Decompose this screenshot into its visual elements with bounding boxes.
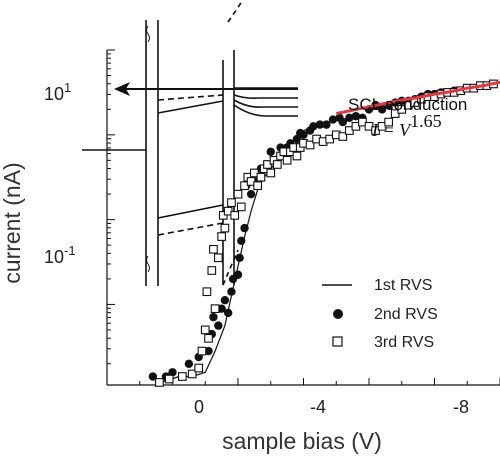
- y-tick-label-10-minus-1: 10-1: [44, 243, 76, 267]
- data-point-3rd-rvs: [155, 378, 164, 387]
- legend-label-2nd-rvs: 2nd RVS: [374, 306, 438, 323]
- y-tick-base: 10: [44, 84, 64, 104]
- y-tick-label-10-1: 101: [44, 80, 71, 104]
- data-point-3rd-rvs: [187, 369, 197, 379]
- data-point-2nd-rvs: [328, 115, 338, 124]
- data-point-2nd-rvs: [299, 130, 308, 140]
- data-point-2nd-rvs: [377, 105, 387, 114]
- data-point-2nd-rvs: [217, 304, 226, 313]
- data-point-2nd-rvs: [223, 308, 233, 318]
- y-axis-label: current (nA): [0, 162, 25, 283]
- data-point-2nd-rvs: [315, 120, 325, 129]
- data-point-2nd-rvs: [209, 312, 218, 322]
- data-point-3rd-rvs: [214, 253, 223, 263]
- data-point-2nd-rvs: [148, 372, 158, 381]
- scl-equation: I = V1.65: [371, 111, 442, 140]
- inset-lower-band-edge: [157, 204, 224, 219]
- data-point-3rd-rvs: [338, 132, 348, 141]
- data-point-3rd-rvs: [227, 198, 236, 208]
- data-point-3rd-rvs: [220, 223, 230, 233]
- data-point-3rd-rvs: [204, 334, 213, 343]
- series-line-1st-rvs: [159, 122, 330, 384]
- data-point-2nd-rvs: [345, 113, 354, 123]
- data-point-2nd-rvs: [227, 287, 236, 296]
- data-point-2nd-rvs: [204, 346, 213, 356]
- inset-break-mark-1: [146, 25, 150, 43]
- data-point-3rd-rvs: [233, 189, 243, 199]
- legend: 1st RVS 2nd RVS 3rd RVS: [322, 277, 438, 351]
- data-point-2nd-rvs: [214, 321, 223, 330]
- inset-arrow: [114, 82, 298, 96]
- data-point-3rd-rvs: [305, 140, 315, 150]
- data-point-3rd-rvs: [202, 287, 212, 297]
- y-tick-exp: 1: [64, 80, 71, 95]
- data-point-3rd-rvs: [200, 325, 210, 335]
- inset-band-bend-3: [233, 104, 298, 117]
- data-point-3rd-rvs: [197, 346, 207, 356]
- equation-body: = V: [378, 120, 412, 140]
- legend-label-3rd-rvs: 3rd RVS: [374, 334, 434, 351]
- inset-break-mark-2: [146, 255, 150, 273]
- data-point-2nd-rvs: [184, 359, 194, 368]
- inset-band-bend-1: [233, 94, 298, 99]
- inset-lower-band-dashed: [157, 222, 224, 236]
- inset-upper-band-dashed: [157, 94, 224, 101]
- data-series: [148, 79, 500, 387]
- y-ticks: [107, 49, 115, 365]
- data-point-3rd-rvs: [209, 244, 218, 254]
- inset-upper-band-edge: [157, 100, 224, 114]
- data-point-3rd-rvs: [207, 266, 217, 275]
- data-point-3rd-rvs: [272, 160, 282, 169]
- x-tick-label-0: 0: [194, 397, 204, 417]
- data-point-3rd-rvs: [256, 172, 266, 182]
- y-tick-exp: -1: [64, 243, 76, 258]
- x-tick-label-minus-4: -4: [310, 397, 326, 417]
- data-point-3rd-rvs: [164, 374, 174, 384]
- equation-variable: I: [371, 120, 379, 140]
- legend-swatch-2nd-rvs: [333, 309, 343, 319]
- data-point-3rd-rvs: [253, 181, 263, 191]
- band-diagram-inset: [82, 0, 298, 286]
- y-tick-base: 10: [44, 247, 64, 267]
- data-point-3rd-rvs: [177, 372, 187, 381]
- data-point-3rd-rvs: [210, 304, 220, 314]
- x-tick-label-minus-8: -8: [453, 397, 469, 417]
- data-point-2nd-rvs: [240, 223, 249, 233]
- data-point-3rd-rvs: [194, 363, 204, 373]
- data-point-2nd-rvs: [235, 253, 244, 262]
- scl-annotation-label: SCL conduction: [348, 95, 467, 114]
- data-point-3rd-rvs: [282, 155, 292, 165]
- data-point-3rd-rvs: [230, 211, 240, 220]
- data-point-2nd-rvs: [246, 189, 256, 199]
- data-point-2nd-rvs: [233, 270, 243, 279]
- inset-band-bend-2: [233, 99, 298, 108]
- legend-swatch-3rd-rvs: [332, 336, 343, 347]
- data-point-3rd-rvs: [266, 168, 276, 178]
- data-point-2nd-rvs: [338, 117, 347, 127]
- data-point-2nd-rvs: [168, 368, 177, 377]
- equation-exponent: 1.65: [410, 111, 442, 131]
- inset-arrow-head: [114, 82, 130, 96]
- data-point-3rd-rvs: [217, 232, 226, 241]
- data-point-2nd-rvs: [220, 295, 230, 305]
- inset-top-right-dashed: [227, 0, 244, 23]
- data-point-3rd-rvs: [292, 151, 302, 161]
- data-point-3rd-rvs: [236, 202, 246, 212]
- legend-label-1st-rvs: 1st RVS: [374, 277, 432, 294]
- data-point-2nd-rvs: [322, 120, 331, 129]
- data-point-2nd-rvs: [309, 122, 318, 131]
- data-point-2nd-rvs: [237, 236, 246, 246]
- data-point-3rd-rvs: [384, 117, 394, 127]
- data-point-2nd-rvs: [351, 111, 361, 121]
- scl-fit-line: [335, 80, 500, 116]
- data-point-2nd-rvs: [266, 147, 275, 156]
- x-axis-label: sample bias (V): [222, 428, 382, 454]
- inset-lower-right-dashed: [222, 249, 239, 286]
